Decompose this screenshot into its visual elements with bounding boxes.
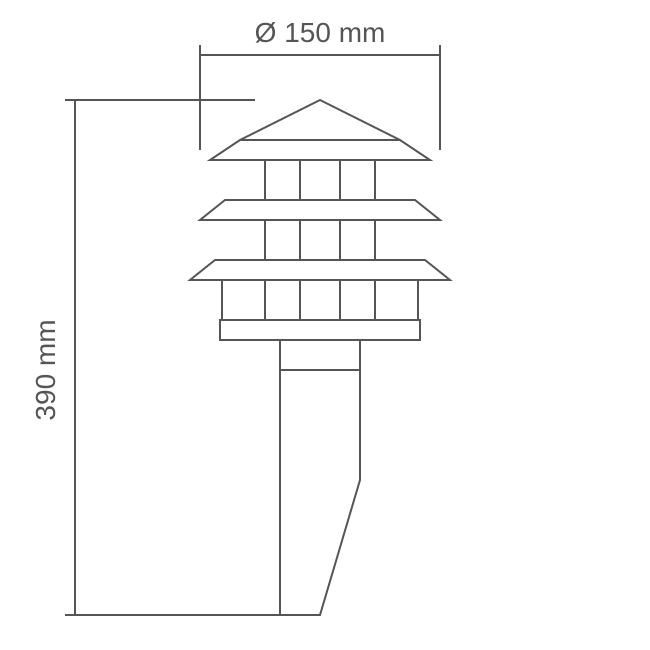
height-label: 390 mm	[30, 319, 61, 420]
diameter-label: Ø 150 mm	[255, 17, 386, 48]
ground-spike	[280, 370, 360, 615]
height-dimension: 390 mm	[30, 100, 300, 615]
tech-drawing: Ø 150 mm 390 mm	[0, 0, 650, 650]
lamp-outline	[190, 100, 450, 615]
